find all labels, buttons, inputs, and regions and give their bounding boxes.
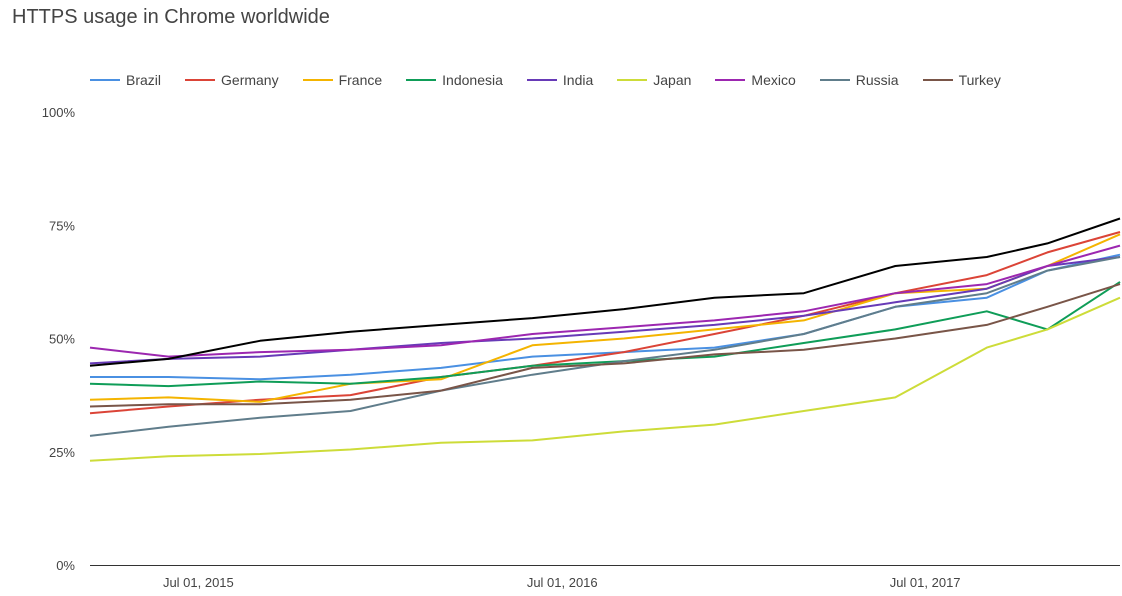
x-tick-label: Jul 01, 2016	[527, 575, 598, 590]
legend-swatch	[526, 79, 557, 81]
legend-swatch	[715, 79, 746, 81]
y-tick-label: 75%	[49, 218, 75, 233]
legend-label: Mexico	[751, 72, 796, 88]
legend-swatch	[819, 79, 850, 81]
y-tick-label: 0%	[56, 558, 75, 573]
legend-swatch	[302, 79, 333, 81]
series-line-india	[89, 256, 1121, 365]
legend-label: France	[338, 72, 383, 88]
legend-item-germany[interactable]: Germany	[185, 72, 279, 88]
legend-label: India	[562, 72, 594, 88]
legend-item-brazil[interactable]: Brazil	[90, 72, 161, 88]
legend-item-russia[interactable]: Russia	[819, 72, 899, 88]
x-tick-label: Jul 01, 2017	[890, 575, 961, 590]
legend-item-indonesia[interactable]: Indonesia	[406, 72, 503, 88]
legend-label: Japan	[653, 72, 692, 88]
y-tick-label: 25%	[49, 445, 75, 460]
legend: Brazil Germany France Indonesia India Japan Me…	[90, 72, 1025, 88]
series-line-brazil	[90, 253, 1121, 381]
legend-label: Turkey	[958, 72, 1001, 88]
legend-item-india[interactable]: India	[526, 72, 594, 88]
y-tick-label: 100%	[42, 105, 76, 120]
y-tick-label: 50%	[49, 332, 75, 347]
legend-label: Germany	[221, 72, 279, 88]
legend-label: Russia	[855, 72, 899, 88]
legend-item-france[interactable]: France	[302, 72, 383, 88]
series-line-overall	[89, 217, 1121, 367]
legend-label: Indonesia	[442, 72, 503, 88]
legend-swatch	[617, 79, 648, 81]
series-line-mexico	[89, 244, 1121, 358]
series-line-germany	[89, 231, 1121, 415]
legend-item-mexico[interactable]: Mexico	[715, 72, 796, 88]
series-line-turkey	[89, 283, 1121, 408]
chart-title: HTTPS usage in Chrome worldwide	[12, 6, 330, 28]
legend-item-turkey[interactable]: Turkey	[922, 72, 1001, 88]
legend-swatch	[185, 79, 216, 81]
series-line-japan	[89, 296, 1121, 462]
legend-swatch	[922, 79, 953, 81]
legend-swatch	[406, 79, 437, 81]
series-line-russia	[89, 256, 1121, 437]
x-tick-label: Jul 01, 2015	[163, 575, 234, 590]
legend-swatch	[90, 79, 120, 81]
legend-item-japan[interactable]: Japan	[617, 72, 691, 88]
legend-label: Brazil	[126, 72, 162, 88]
